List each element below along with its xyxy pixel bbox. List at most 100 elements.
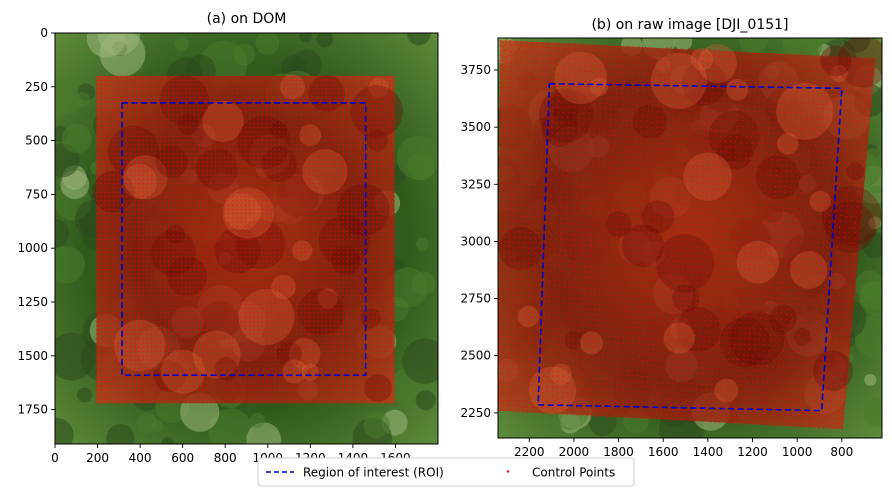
control-point bbox=[142, 385, 144, 387]
control-point bbox=[232, 178, 234, 180]
control-point bbox=[321, 376, 323, 378]
control-point bbox=[266, 389, 268, 391]
control-point bbox=[317, 140, 319, 142]
control-point bbox=[244, 286, 246, 288]
control-point bbox=[159, 251, 161, 254]
control-point bbox=[151, 183, 153, 185]
control-point bbox=[206, 398, 208, 400]
control-point bbox=[223, 79, 225, 81]
control-point bbox=[223, 316, 225, 318]
control-point bbox=[253, 84, 255, 86]
control-point bbox=[240, 251, 242, 254]
control-point bbox=[104, 191, 106, 193]
control-point bbox=[138, 131, 140, 133]
control-point bbox=[334, 376, 336, 378]
control-point bbox=[108, 350, 110, 353]
control-point bbox=[308, 148, 310, 150]
control-point bbox=[95, 174, 98, 176]
control-point bbox=[193, 264, 195, 266]
control-point bbox=[210, 372, 212, 374]
control-point bbox=[210, 260, 212, 262]
control-point bbox=[274, 88, 276, 90]
control-point bbox=[334, 251, 336, 254]
control-point bbox=[125, 269, 127, 271]
control-point bbox=[121, 109, 123, 112]
control-point bbox=[193, 122, 195, 124]
control-point bbox=[104, 101, 106, 103]
control-point bbox=[274, 226, 276, 228]
control-point bbox=[257, 109, 259, 112]
control-point bbox=[287, 363, 289, 365]
control-point bbox=[287, 148, 289, 150]
control-point bbox=[240, 109, 242, 112]
control-point bbox=[270, 239, 272, 241]
control-point bbox=[147, 264, 149, 266]
control-point bbox=[244, 234, 246, 236]
control-point bbox=[312, 213, 315, 215]
control-point bbox=[147, 393, 149, 396]
control-point bbox=[317, 325, 319, 327]
control-point bbox=[300, 187, 302, 189]
control-point bbox=[155, 84, 157, 86]
control-point bbox=[155, 234, 157, 236]
control-point bbox=[185, 109, 187, 112]
control-point bbox=[147, 131, 149, 133]
control-point bbox=[151, 79, 153, 81]
control-point bbox=[308, 273, 310, 275]
control-point bbox=[181, 307, 183, 309]
control-point bbox=[193, 226, 195, 228]
control-point bbox=[164, 290, 166, 292]
control-point bbox=[270, 329, 272, 331]
control-point bbox=[334, 273, 336, 275]
control-point bbox=[210, 88, 212, 90]
control-point bbox=[351, 320, 353, 322]
control-point bbox=[168, 230, 170, 232]
control-point bbox=[108, 135, 110, 137]
control-point bbox=[198, 161, 200, 163]
control-point bbox=[100, 183, 102, 185]
control-point bbox=[159, 109, 161, 112]
control-point bbox=[159, 256, 161, 258]
control-point bbox=[134, 368, 136, 370]
control-point bbox=[308, 290, 310, 292]
control-point bbox=[104, 368, 106, 370]
control-point bbox=[168, 338, 170, 340]
control-point bbox=[134, 234, 136, 236]
control-point bbox=[95, 178, 98, 180]
control-point bbox=[334, 303, 336, 305]
control-point bbox=[291, 92, 293, 94]
control-point bbox=[312, 239, 315, 241]
control-point bbox=[117, 161, 119, 163]
control-point bbox=[368, 256, 370, 258]
control-point bbox=[347, 260, 349, 262]
control-point bbox=[159, 75, 161, 77]
control-point bbox=[338, 213, 340, 215]
control-point bbox=[249, 105, 251, 107]
control-point bbox=[300, 264, 302, 266]
control-point bbox=[104, 273, 106, 275]
control-point bbox=[215, 221, 217, 223]
control-point bbox=[219, 114, 221, 116]
control-point bbox=[329, 312, 332, 314]
control-point bbox=[129, 135, 132, 137]
control-point bbox=[134, 333, 136, 335]
panel-a-title: (a) on DOM bbox=[207, 11, 287, 27]
control-point bbox=[351, 174, 353, 176]
control-point bbox=[142, 320, 144, 322]
control-point bbox=[210, 307, 212, 309]
control-point bbox=[138, 273, 140, 275]
control-point bbox=[202, 195, 204, 198]
control-point bbox=[257, 183, 259, 185]
control-point bbox=[257, 329, 259, 331]
control-point bbox=[308, 144, 310, 146]
control-point bbox=[164, 273, 166, 275]
control-point bbox=[189, 277, 191, 279]
control-point bbox=[176, 355, 178, 357]
control-point bbox=[108, 273, 110, 275]
control-point bbox=[278, 109, 281, 112]
control-point bbox=[112, 312, 115, 314]
control-point bbox=[321, 79, 323, 81]
control-point bbox=[100, 260, 102, 262]
control-point bbox=[223, 277, 225, 279]
control-point bbox=[312, 251, 315, 254]
